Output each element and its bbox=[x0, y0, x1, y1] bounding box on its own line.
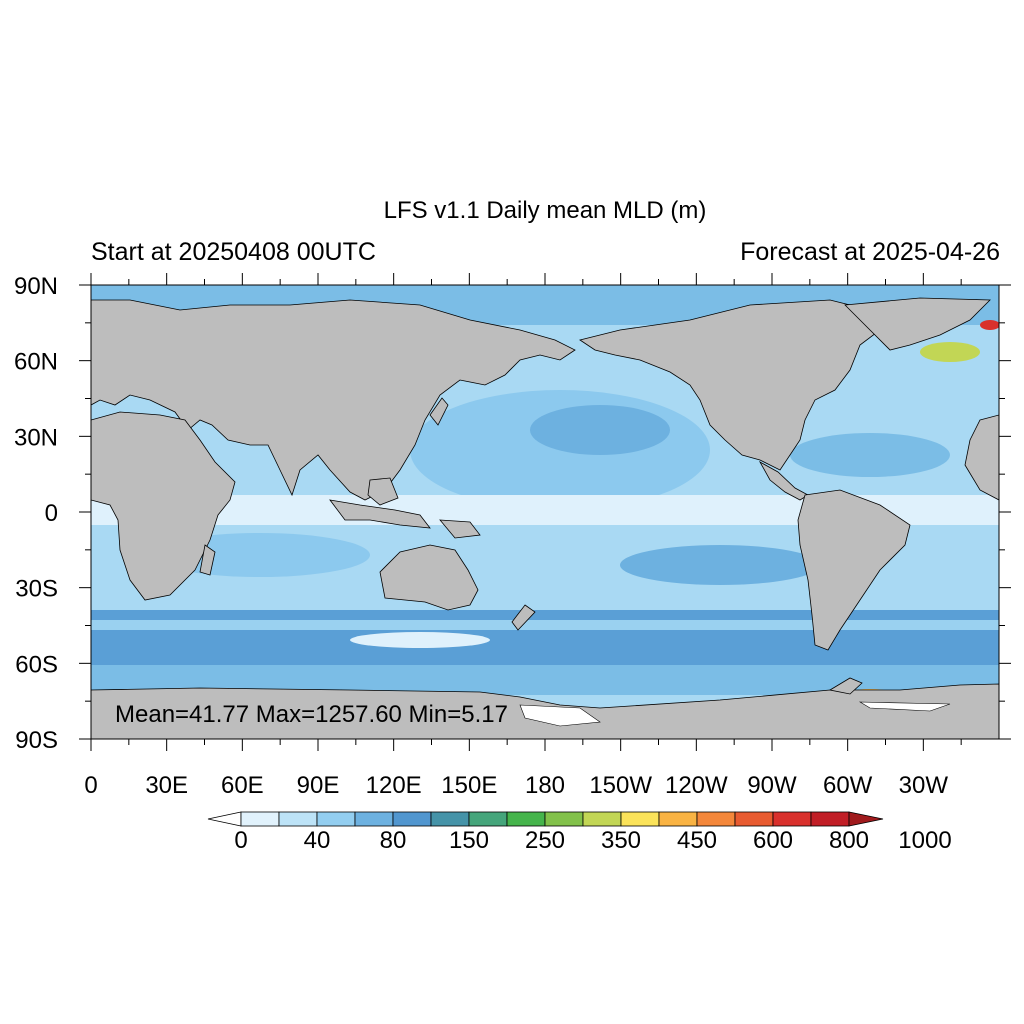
plot-title: LFS v1.1 Daily mean MLD (m) bbox=[383, 197, 707, 224]
lat-tick-label: 60N bbox=[14, 349, 58, 376]
colorbar-label: 250 bbox=[525, 827, 565, 854]
colorbar-label: 1000 bbox=[898, 827, 951, 854]
colorbar-swatch bbox=[810, 811, 850, 827]
colorbar-label: 150 bbox=[449, 827, 489, 854]
lon-tick-label: 60W bbox=[823, 772, 873, 799]
map-area bbox=[91, 285, 999, 739]
start-time-label: Start at 20250408 00UTC bbox=[91, 238, 376, 266]
borneo-landmass bbox=[367, 477, 399, 506]
lat-tick-label: 0 bbox=[45, 500, 58, 527]
weddell-ice-shelf bbox=[858, 701, 951, 712]
lon-tick-label: 150E bbox=[441, 772, 497, 799]
colorbar-label: 80 bbox=[380, 827, 407, 854]
lat-tick-label: 30S bbox=[15, 576, 58, 603]
lat-tick-label: 30N bbox=[14, 424, 58, 451]
lon-tick-label: 150W bbox=[589, 772, 652, 799]
south-america-landmass bbox=[797, 489, 911, 651]
colorbar-swatch bbox=[582, 811, 622, 827]
antarctic-peninsula-landmass bbox=[828, 677, 863, 695]
axis-ticks: 90N 60N 30N 0 30S 60S 90S 0 30E 60E 90E 120E 150E 180… bbox=[14, 273, 1011, 799]
indonesia-landmass bbox=[329, 499, 431, 529]
lon-tick-label: 30E bbox=[145, 772, 188, 799]
colorbar-swatch bbox=[392, 811, 432, 827]
lon-tick-label: 0 bbox=[84, 772, 97, 799]
colorbar-label: 40 bbox=[304, 827, 331, 854]
colorbar-swatch bbox=[506, 811, 546, 827]
colorbar-label: 600 bbox=[753, 827, 793, 854]
colorbar-swatch bbox=[772, 811, 812, 827]
colorbar-label: 800 bbox=[829, 827, 869, 854]
colorbar-swatch bbox=[316, 811, 356, 827]
colorbar: 0 40 80 150 250 350 450 600 800 1000 bbox=[207, 811, 952, 854]
colorbar-label: 450 bbox=[677, 827, 717, 854]
colorbar-label: 350 bbox=[601, 827, 641, 854]
north-america-landmass bbox=[579, 299, 881, 471]
colorbar-swatch bbox=[696, 811, 736, 827]
colorbar-swatch bbox=[544, 811, 584, 827]
africa-landmass bbox=[91, 411, 236, 601]
forecast-time-label: Forecast at 2025-04-26 bbox=[740, 238, 1000, 266]
lon-tick-label: 180 bbox=[525, 772, 565, 799]
colorbar-label: 0 bbox=[234, 827, 247, 854]
west-africa-landmass bbox=[964, 414, 999, 501]
lon-tick-label: 90W bbox=[747, 772, 797, 799]
new-zealand-landmass bbox=[511, 604, 536, 631]
colorbar-max-arrow bbox=[848, 811, 884, 827]
colorbar-swatch bbox=[430, 811, 470, 827]
new-guinea-landmass bbox=[439, 519, 481, 539]
colorbar-swatch bbox=[468, 811, 508, 827]
australia-landmass bbox=[379, 544, 479, 611]
lon-tick-label: 30W bbox=[899, 772, 949, 799]
colorbar-swatch bbox=[278, 811, 318, 827]
colorbar-swatch bbox=[354, 811, 394, 827]
colorbar-swatch bbox=[658, 811, 698, 827]
colorbar-min-arrow bbox=[207, 811, 242, 827]
colorbar-swatch bbox=[734, 811, 774, 827]
colorbar-swatch bbox=[240, 811, 280, 827]
stats-label: Mean=41.77 Max=1257.60 Min=5.17 bbox=[115, 701, 508, 728]
japan-landmass bbox=[429, 397, 449, 426]
lat-tick-label: 90N bbox=[14, 273, 58, 300]
madagascar-landmass bbox=[199, 544, 216, 576]
lon-tick-label: 90E bbox=[297, 772, 340, 799]
lon-tick-label: 120W bbox=[665, 772, 728, 799]
lat-tick-label: 90S bbox=[15, 727, 58, 754]
ross-ice-shelf bbox=[519, 704, 601, 727]
colorbar-swatch bbox=[620, 811, 660, 827]
lon-tick-label: 60E bbox=[221, 772, 264, 799]
greenland-landmass bbox=[844, 297, 991, 351]
land-masses bbox=[91, 297, 999, 739]
lat-tick-label: 60S bbox=[15, 651, 58, 678]
lon-tick-label: 120E bbox=[366, 772, 422, 799]
